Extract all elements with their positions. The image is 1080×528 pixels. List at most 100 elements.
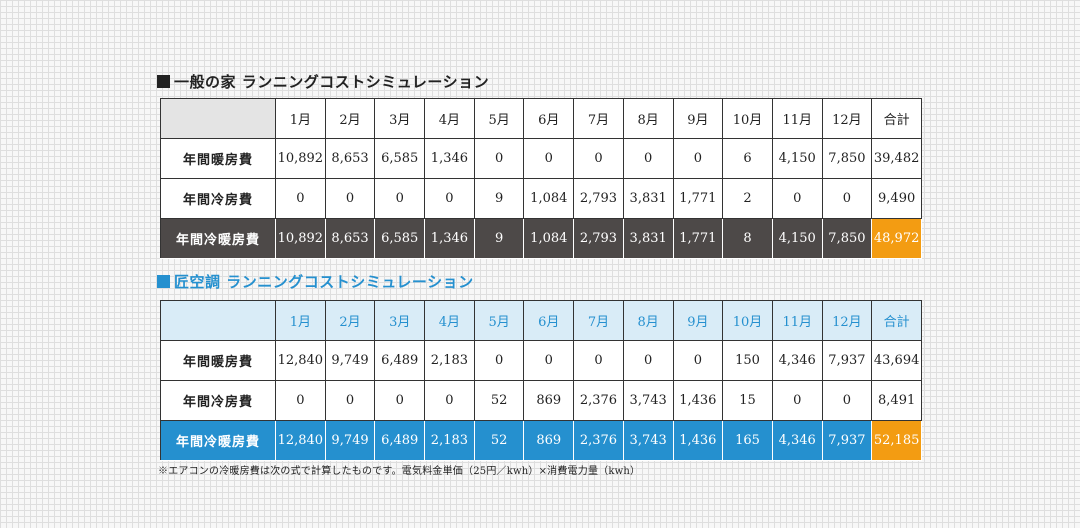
header-month-4: 4月 [424, 98, 475, 139]
month-value-cell: 8 [722, 218, 773, 259]
header-month-4: 4月 [424, 300, 475, 341]
month-value-cell: 0 [622, 340, 674, 381]
month-value-cell: 52 [473, 420, 525, 461]
header-month-12: 12月 [821, 98, 873, 139]
month-value-cell: 2 [722, 178, 773, 219]
month-value-cell: 1,436 [672, 420, 724, 461]
month-value-cell: 0 [324, 178, 376, 219]
section-title-text: 一般の家 ランニングコストシミュレーション [174, 72, 490, 91]
month-value-cell: 0 [324, 380, 376, 421]
month-value-cell: 0 [672, 340, 724, 381]
month-value-cell: 1,436 [672, 380, 724, 421]
month-value-cell: 9,749 [324, 420, 376, 461]
month-value-cell: 1,346 [424, 138, 475, 179]
header-month-6: 6月 [523, 98, 575, 139]
header-month-10: 10月 [722, 98, 773, 139]
header-month-7: 7月 [573, 300, 624, 341]
month-value-cell: 6,585 [374, 218, 426, 259]
header-month-6: 6月 [523, 300, 575, 341]
header-total: 合計 [871, 98, 922, 139]
month-value-cell: 9,749 [324, 340, 376, 381]
month-value-cell: 869 [523, 380, 575, 421]
section-title-text: 匠空調 ランニングコストシミュレーション [174, 272, 474, 291]
month-value-cell: 869 [523, 420, 575, 461]
month-value-cell: 150 [722, 340, 773, 381]
row-total-cell: 9,490 [871, 178, 922, 219]
month-value-cell: 12,840 [275, 340, 326, 381]
month-value-cell: 7,937 [821, 340, 873, 381]
calculation-note: ※エアコンの冷暖房費は次の式で計算したものです。電気料金単価（25円／kwh）×… [158, 466, 641, 477]
month-value-cell: 0 [275, 178, 326, 219]
title-square-marker [157, 274, 170, 288]
header-month-2: 2月 [324, 300, 376, 341]
month-value-cell: 0 [424, 178, 475, 219]
month-value-cell: 0 [374, 178, 426, 219]
title-square-marker [157, 74, 170, 88]
month-value-cell: 2,376 [573, 380, 624, 421]
section-title-takumi: 匠空調 ランニングコストシミュレーション [157, 270, 474, 292]
row-total-cell: 8,491 [871, 380, 922, 421]
month-value-cell: 1,771 [672, 178, 724, 219]
month-value-cell: 1,084 [523, 218, 575, 259]
header-month-3: 3月 [374, 300, 426, 341]
month-value-cell: 15 [722, 380, 773, 421]
month-value-cell: 1,084 [523, 178, 575, 219]
row-label: 年間暖房費 [160, 138, 276, 179]
header-corner [160, 300, 276, 341]
month-value-cell: 0 [672, 138, 724, 179]
row-total-cell: 43,694 [871, 340, 922, 381]
header-month-12: 12月 [821, 300, 873, 341]
row-label: 年間冷房費 [160, 380, 276, 421]
row-label: 年間冷房費 [160, 178, 276, 219]
table-header-row: 1月 2月 3月 4月 5月 6月 7月 8月 9月 10月 11月 12月 合… [160, 98, 922, 139]
month-value-cell: 2,183 [424, 420, 475, 461]
month-value-cell: 3,743 [622, 420, 674, 461]
row-total-cell: 52,185 [871, 420, 922, 461]
month-value-cell: 0 [275, 380, 326, 421]
header-total: 合計 [871, 300, 922, 341]
row-label: 年間暖房費 [160, 340, 276, 381]
header-month-3: 3月 [374, 98, 426, 139]
month-value-cell: 4,150 [771, 138, 823, 179]
header-month-9: 9月 [672, 98, 724, 139]
month-value-cell: 0 [523, 138, 575, 179]
month-value-cell: 4,346 [771, 340, 823, 381]
table-header-row: 1月 2月 3月 4月 5月 6月 7月 8月 9月 10月 11月 12月 合… [160, 300, 922, 341]
table-row: 年間暖房費 12,840 9,749 6,489 2,183 0 0 0 0 0 150 4,346 7… [160, 340, 922, 381]
header-month-5: 5月 [473, 300, 525, 341]
header-month-5: 5月 [473, 98, 525, 139]
month-value-cell: 6,585 [374, 138, 426, 179]
month-value-cell: 3,831 [622, 178, 674, 219]
month-value-cell: 2,376 [573, 420, 624, 461]
month-value-cell: 0 [424, 380, 475, 421]
month-value-cell: 2,793 [573, 178, 624, 219]
row-label: 年間冷暖房費 [160, 218, 276, 259]
month-value-cell: 12,840 [275, 420, 326, 461]
month-value-cell: 0 [771, 178, 823, 219]
month-value-cell: 0 [821, 178, 873, 219]
month-value-cell: 8,653 [324, 218, 376, 259]
month-value-cell: 0 [573, 138, 624, 179]
header-month-7: 7月 [573, 98, 624, 139]
month-value-cell: 4,150 [771, 218, 823, 259]
header-month-10: 10月 [722, 300, 773, 341]
month-value-cell: 0 [821, 380, 873, 421]
table-row: 年間冷暖房費 10,892 8,653 6,585 1,346 9 1,084 2,793 3,… [160, 218, 922, 259]
month-value-cell: 1,346 [424, 218, 475, 259]
header-corner [160, 98, 276, 139]
month-value-cell: 0 [523, 340, 575, 381]
cost-table-takumi: 1月 2月 3月 4月 5月 6月 7月 8月 9月 10月 11月 12月 合… [160, 300, 922, 461]
month-value-cell: 0 [374, 380, 426, 421]
cost-table-standard-house: 1月 2月 3月 4月 5月 6月 7月 8月 9月 10月 11月 12月 合… [160, 98, 922, 259]
month-value-cell: 52 [473, 380, 525, 421]
month-value-cell: 6,489 [374, 340, 426, 381]
month-value-cell: 8,653 [324, 138, 376, 179]
month-value-cell: 4,346 [771, 420, 823, 461]
month-value-cell: 6 [722, 138, 773, 179]
month-value-cell: 9 [473, 218, 525, 259]
month-value-cell: 7,850 [821, 138, 873, 179]
section-title-standard-house: 一般の家 ランニングコストシミュレーション [157, 70, 489, 92]
header-month-8: 8月 [622, 300, 674, 341]
row-total-cell: 48,972 [871, 218, 922, 259]
month-value-cell: 0 [573, 340, 624, 381]
